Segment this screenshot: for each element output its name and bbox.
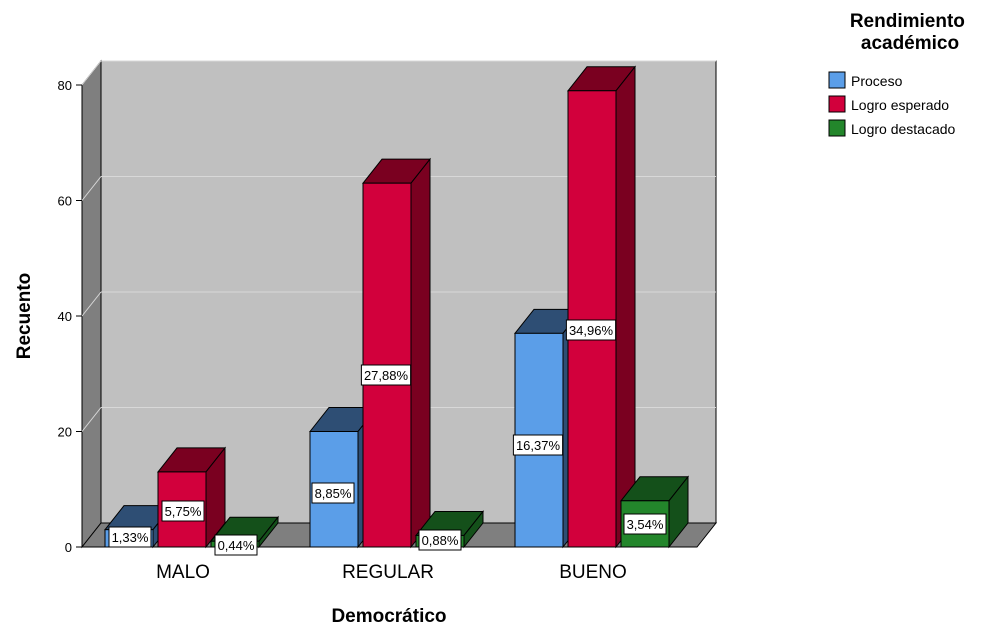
legend: Proceso Logro esperado Logro destacado <box>828 71 956 137</box>
data-label-box <box>623 513 667 535</box>
legend-swatch <box>828 95 846 113</box>
data-label: 0,44% <box>214 534 258 556</box>
bar-side <box>615 65 636 549</box>
y-tick-label: 60 <box>58 194 72 209</box>
legend-swatch <box>828 71 846 89</box>
data-label-text: 8,85% <box>315 486 352 501</box>
data-label-text: 3,54% <box>627 517 664 532</box>
data-label-box <box>311 482 355 504</box>
data-label-box <box>565 319 617 341</box>
y-axis-ticks: 0 20 40 60 80 <box>58 78 82 555</box>
x-axis-labels: MALO REGULAR BUENO <box>156 562 627 583</box>
legend-title-line-2: académico <box>861 33 959 54</box>
bar <box>566 65 637 549</box>
data-label-box <box>360 364 412 386</box>
data-label: 8,85% <box>311 482 355 504</box>
bar <box>156 446 227 549</box>
gridline-side <box>81 407 102 432</box>
gridline-side <box>81 176 102 201</box>
bar <box>619 475 690 549</box>
y-tick-label: 0 <box>65 540 72 555</box>
data-label: 5,75% <box>161 500 205 522</box>
data-label-box <box>512 434 564 456</box>
data-label-text: 34,96% <box>569 323 614 338</box>
data-label: 0,88% <box>418 529 462 551</box>
legend-item: Proceso <box>828 71 903 89</box>
legend-item: Logro destacado <box>828 119 956 137</box>
y-tick-label: 20 <box>58 425 72 440</box>
y-tick-label: 80 <box>58 78 72 93</box>
legend-item: Logro esperado <box>828 95 949 113</box>
legend-title-line-1: Rendimiento <box>850 11 965 32</box>
data-label-text: 27,88% <box>364 368 409 383</box>
x-tick-label: REGULAR <box>342 562 434 583</box>
data-label-text: 0,88% <box>422 533 459 548</box>
data-labels: 1,33% 5,75% 0,44% 8,85% 27,88% 0,88% 16,37% 34,… <box>108 319 667 556</box>
data-label-text: 1,33% <box>112 530 149 545</box>
gridline-side <box>81 291 102 317</box>
y-axis-title: Recuento <box>14 273 35 360</box>
data-label-box <box>214 534 258 556</box>
data-label-box <box>161 500 205 522</box>
legend-label: Logro esperado <box>851 97 949 113</box>
data-label-text: 5,75% <box>165 504 202 519</box>
bar-side <box>410 157 431 549</box>
data-label-text: 0,44% <box>218 538 255 553</box>
x-tick-label: BUENO <box>559 562 627 583</box>
bar <box>361 157 432 549</box>
x-axis-title: Democrático <box>331 606 446 627</box>
data-label-box <box>108 526 152 548</box>
data-label: 34,96% <box>565 319 617 341</box>
x-tick-label: MALO <box>156 562 210 583</box>
data-label: 1,33% <box>108 526 152 548</box>
legend-label: Proceso <box>851 73 903 89</box>
legend-label: Logro destacado <box>851 121 956 137</box>
data-label-text: 16,37% <box>516 438 561 453</box>
legend-swatch <box>828 119 846 137</box>
data-label: 16,37% <box>512 434 564 456</box>
data-label: 3,54% <box>623 513 667 535</box>
gridline-side <box>81 60 102 86</box>
legend-title: Rendimiento académico <box>850 11 970 54</box>
bar-front <box>567 90 617 548</box>
data-label: 27,88% <box>360 364 412 386</box>
y-tick-label: 40 <box>58 309 72 324</box>
data-label-box <box>418 529 462 551</box>
